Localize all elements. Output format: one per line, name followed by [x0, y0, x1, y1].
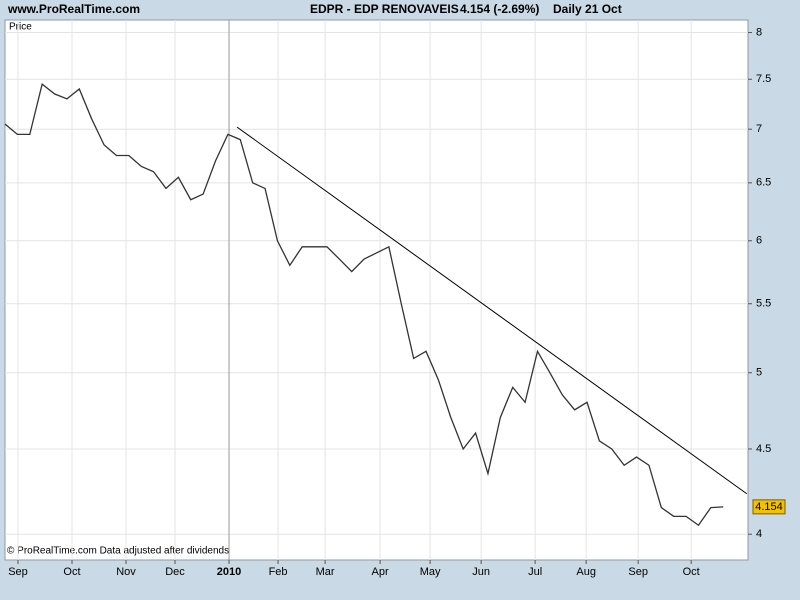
x-tick-label: Apr [372, 566, 389, 578]
y-tick-label: 8 [756, 26, 762, 38]
y-tick-label: 5 [756, 367, 762, 379]
y-tick-label: 4 [756, 528, 762, 540]
x-tick-label: Nov [116, 566, 136, 578]
chart-title: EDPR - EDP RENOVAVEIS [310, 2, 459, 16]
x-tick-label: Dec [165, 566, 185, 578]
period: Daily 21 Oct [553, 2, 622, 16]
site: www.ProRealTime.com [7, 2, 140, 16]
footer: © ProRealTime.com Data adjusted after di… [7, 546, 229, 557]
x-tick-label: Jun [472, 566, 490, 578]
x-tick-label: Oct [63, 566, 80, 578]
y-label: Price [9, 22, 32, 33]
y-tick-label: 4.5 [756, 443, 771, 455]
y-tick-label: 7 [756, 123, 762, 135]
plot-area [4, 19, 749, 561]
x-tick-label: Sep [8, 566, 28, 578]
trendline [236, 126, 748, 495]
x-tick-label: Oct [683, 566, 700, 578]
x-tick-label: Jul [528, 566, 542, 578]
x-tick-label: May [420, 566, 441, 578]
x-tick-label: Aug [576, 566, 596, 578]
y-tick-label: 5.5 [756, 298, 771, 310]
x-tick-label: Feb [269, 566, 288, 578]
y-tick-label: 7.5 [756, 73, 771, 85]
x-tick-label: Sep [628, 566, 648, 578]
price-line [4, 82, 724, 527]
x-tick-label: 2010 [217, 566, 241, 578]
quote: 4.154 (-2.69%) [460, 2, 539, 16]
x-tick-label: Mar [316, 566, 335, 578]
last-price-badge [752, 499, 786, 515]
last-price-label: 4.154 [755, 501, 783, 513]
y-tick-label: 6.5 [756, 177, 771, 189]
y-tick-label: 6 [756, 235, 762, 247]
